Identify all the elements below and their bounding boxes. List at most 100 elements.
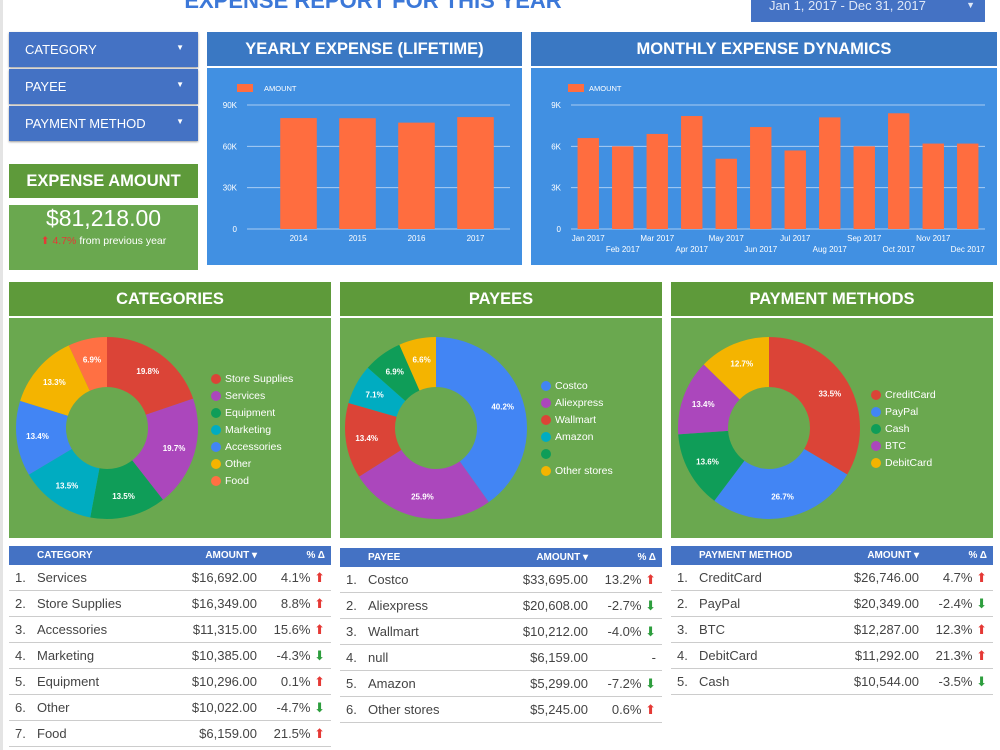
legend-swatch bbox=[541, 414, 551, 425]
table-row[interactable]: 1. Costco $33,695.00 13.2% ⬆ bbox=[340, 567, 662, 593]
slice-label: 13.3% bbox=[43, 378, 66, 387]
y-tick-label: 90K bbox=[223, 101, 238, 110]
arrow-up-icon: ⬆ bbox=[972, 621, 987, 637]
row-name: Aliexpress bbox=[368, 598, 428, 613]
donut-slice bbox=[348, 367, 406, 417]
legend-swatch bbox=[541, 380, 551, 391]
row-name: Marketing bbox=[37, 648, 95, 663]
column-header[interactable]: % Δ bbox=[968, 550, 988, 561]
filter-payee[interactable]: PAYEE ▼ bbox=[9, 69, 198, 104]
row-name: Amazon bbox=[368, 676, 416, 691]
row-amount: $12,287.00 bbox=[853, 622, 919, 637]
slice-label: 26.7% bbox=[771, 493, 794, 502]
y-tick-label: 60K bbox=[223, 142, 238, 151]
filter-category[interactable]: CATEGORY ▼ bbox=[9, 32, 198, 67]
table-row[interactable]: 7. Food $6,159.00 21.5% ⬆ bbox=[9, 721, 331, 747]
legend-item: CreditCard bbox=[871, 386, 936, 403]
row-name: null bbox=[368, 650, 389, 665]
legend: CreditCard PayPal Cash BTC DebitCard bbox=[871, 386, 936, 471]
legend-label: Other stores bbox=[555, 464, 613, 477]
table-header: CATEGORY AMOUNT ▾ % Δ bbox=[9, 546, 331, 565]
column-header[interactable]: PAYEE bbox=[368, 552, 401, 563]
slice-label: 6.9% bbox=[386, 367, 404, 376]
donut-slice bbox=[28, 449, 100, 518]
column-header[interactable]: % Δ bbox=[637, 552, 657, 563]
yearly-expense-panel: YEARLY EXPENSE (LIFETIME) AMOUNT 0 30K 60K 9… bbox=[207, 32, 522, 265]
arrow-up-icon: ⬆ bbox=[972, 569, 987, 585]
legend-item: Services bbox=[211, 387, 293, 404]
legend-label: BTC bbox=[885, 439, 906, 452]
slice-label: 13.4% bbox=[692, 400, 715, 409]
date-range-picker[interactable]: Jan 1, 2017 - Dec 31, 2017 ▼ bbox=[751, 0, 985, 22]
column-header-sort[interactable]: AMOUNT ▾ bbox=[205, 550, 257, 561]
payment-methods-table: PAYMENT METHOD AMOUNT ▾ % Δ 1. CreditCard $26… bbox=[671, 546, 993, 695]
row-number: 6. bbox=[15, 700, 26, 715]
table-row[interactable]: 6. Other stores $5,245.00 0.6% ⬆ bbox=[340, 697, 662, 723]
legend-item: Accessories bbox=[211, 438, 293, 455]
bar bbox=[457, 117, 494, 229]
x-tick-label: May 2017 bbox=[709, 234, 745, 243]
bar bbox=[577, 138, 599, 229]
table-row[interactable]: 3. Wallmart $10,212.00 -4.0% ⬇ bbox=[340, 619, 662, 645]
legend-label: Store Supplies bbox=[225, 372, 294, 385]
row-name: Food bbox=[37, 726, 67, 741]
filter-payment-method[interactable]: PAYMENT METHOD ▼ bbox=[9, 106, 198, 141]
table-row[interactable]: 2. Aliexpress $20,608.00 -2.7% ⬇ bbox=[340, 593, 662, 619]
donut-slice bbox=[436, 337, 527, 503]
table-row[interactable]: 4. null $6,159.00 - bbox=[340, 645, 662, 671]
row-name: Other bbox=[37, 700, 70, 715]
chevron-down-icon: ▼ bbox=[176, 117, 184, 126]
table-row[interactable]: 3. BTC $12,287.00 12.3% ⬆ bbox=[671, 617, 993, 643]
kpi-card: EXPENSE AMOUNT $81,218.00 ⬆ 4.7% from pr… bbox=[9, 164, 198, 270]
payees-table: PAYEE AMOUNT ▾ % Δ 1. Costco $33,695.00 13.2% … bbox=[340, 548, 662, 723]
x-tick-label: Jun 2017 bbox=[744, 245, 777, 254]
table-row[interactable]: 1. Services $16,692.00 4.1% ⬆ bbox=[9, 565, 331, 591]
table-row[interactable]: 2. Store Supplies $16,349.00 8.8% ⬆ bbox=[9, 591, 331, 617]
row-number: 3. bbox=[15, 622, 26, 637]
table-row[interactable]: 5. Equipment $10,296.00 0.1% ⬆ bbox=[9, 669, 331, 695]
table-header: PAYEE AMOUNT ▾ % Δ bbox=[340, 548, 662, 567]
column-header-sort[interactable]: AMOUNT ▾ bbox=[536, 552, 588, 563]
row-amount: $10,544.00 bbox=[853, 674, 919, 689]
table-row[interactable]: 1. CreditCard $26,746.00 4.7% ⬆ bbox=[671, 565, 993, 591]
legend-item: Equipment bbox=[211, 404, 293, 421]
row-number: 1. bbox=[677, 570, 688, 585]
table-row[interactable]: 5. Cash $10,544.00 -3.5% ⬇ bbox=[671, 669, 993, 695]
legend-label: PayPal bbox=[885, 405, 919, 418]
table-row[interactable]: 3. Accessories $11,315.00 15.6% ⬆ bbox=[9, 617, 331, 643]
x-tick-label: Feb 2017 bbox=[606, 245, 640, 254]
arrow-up-icon: ⬆ bbox=[310, 595, 325, 611]
row-amount: $16,349.00 bbox=[191, 596, 257, 611]
monthly-expense-panel: MONTHLY EXPENSE DYNAMICS AMOUNT 0 3K 6K 9K Ja… bbox=[531, 32, 997, 265]
y-tick-label: 0 bbox=[233, 225, 238, 234]
row-amount: $11,315.00 bbox=[192, 622, 257, 637]
table-row[interactable]: 2. PayPal $20,349.00 -2.4% ⬇ bbox=[671, 591, 993, 617]
legend-swatch bbox=[211, 390, 221, 401]
row-number: 7. bbox=[15, 726, 26, 741]
slice-label: 6.6% bbox=[412, 355, 430, 364]
legend-item: Aliexpress bbox=[541, 394, 613, 411]
column-header[interactable]: PAYMENT METHOD bbox=[699, 550, 793, 561]
column-header[interactable]: CATEGORY bbox=[37, 550, 93, 561]
bar bbox=[339, 118, 376, 229]
slice-label: 13.6% bbox=[696, 457, 719, 466]
column-header-sort[interactable]: AMOUNT ▾ bbox=[867, 550, 919, 561]
legend-swatch bbox=[871, 389, 881, 400]
x-tick-label: Jan 2017 bbox=[572, 234, 605, 243]
donut-slice bbox=[68, 337, 107, 391]
row-amount: $26,746.00 bbox=[853, 570, 919, 585]
legend-label: Services bbox=[225, 389, 266, 402]
table-row[interactable]: 4. DebitCard $11,292.00 21.3% ⬆ bbox=[671, 643, 993, 669]
legend-label: Food bbox=[225, 474, 249, 487]
column-header[interactable]: % Δ bbox=[306, 550, 326, 561]
row-change: 4.7% bbox=[942, 569, 973, 585]
chevron-down-icon: ▼ bbox=[966, 0, 975, 10]
table-row[interactable]: 5. Amazon $5,299.00 -7.2% ⬇ bbox=[340, 671, 662, 697]
bar bbox=[646, 133, 668, 229]
table-row[interactable]: 4. Marketing $10,385.00 -4.3% ⬇ bbox=[9, 643, 331, 669]
row-amount: $10,212.00 bbox=[522, 624, 588, 639]
table-row[interactable]: 6. Other $10,022.00 -4.7% ⬇ bbox=[9, 695, 331, 721]
legend-label: Cash bbox=[885, 422, 910, 435]
row-change: 8.8% bbox=[280, 595, 311, 611]
row-number: 2. bbox=[15, 596, 26, 611]
